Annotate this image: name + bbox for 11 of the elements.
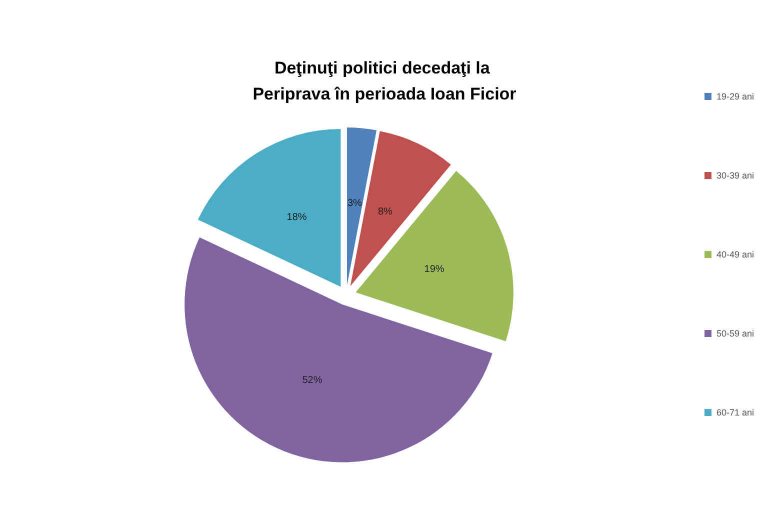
legend-label: 60-71 ani [716, 408, 754, 418]
data-label: 8% [378, 206, 393, 218]
legend-label: 19-29 ani [716, 92, 754, 102]
legend-label: 30-39 ani [716, 170, 754, 180]
data-label: 3% [347, 198, 362, 210]
legend-label: 50-59 ani [716, 328, 754, 338]
legend-label: 40-49 ani [716, 250, 754, 260]
chart-title: Deţinuţi politici decedaţi la Periprava în perioada Ioan Ficior [252, 58, 517, 104]
data-label: 52% [302, 375, 322, 386]
data-label: 19% [424, 264, 444, 276]
data-label: 18% [286, 212, 307, 224]
